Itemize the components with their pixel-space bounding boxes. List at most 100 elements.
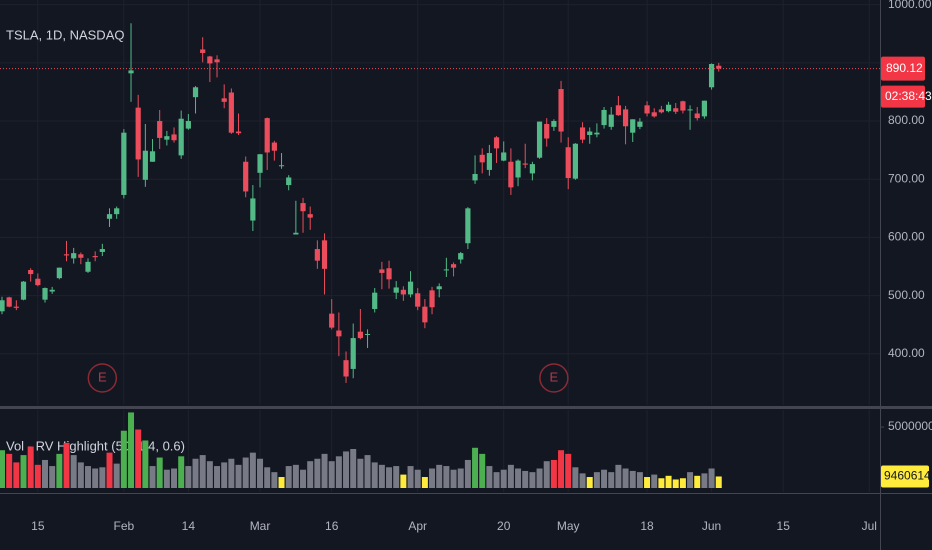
volume-bar	[687, 472, 694, 488]
volume-bar	[235, 464, 242, 488]
candle-body	[579, 127, 586, 140]
candle-body	[264, 118, 270, 153]
earnings-label: E	[550, 369, 559, 384]
y-tick-label: 500.00	[888, 288, 925, 302]
volume-bar	[651, 474, 658, 488]
volume-bar	[608, 472, 615, 488]
volume-bar	[307, 461, 314, 488]
volume-bar	[242, 457, 249, 488]
volume-bar	[128, 412, 135, 488]
volume-bar	[593, 472, 600, 488]
candle-body	[99, 249, 105, 252]
volume-bar	[464, 459, 471, 488]
volume-bar	[271, 472, 278, 488]
volume-bar	[214, 466, 221, 488]
volume-bar	[34, 464, 41, 488]
candle-body	[465, 208, 471, 244]
volume-bar	[414, 469, 421, 488]
x-tick-label: 15	[31, 519, 45, 533]
x-tick-label: 20	[497, 519, 511, 533]
volume-bar	[120, 430, 127, 488]
candle-body	[615, 105, 621, 116]
volume-bar	[472, 447, 479, 488]
candle-body	[307, 214, 313, 218]
candle-body	[63, 254, 70, 256]
volume-bar	[601, 469, 608, 488]
volume-bar	[63, 442, 70, 488]
candle-body	[350, 338, 356, 369]
candle-body	[493, 137, 500, 149]
volume-bar	[314, 458, 321, 488]
volume-bar	[199, 455, 206, 488]
candle-body	[716, 65, 722, 69]
candle-body	[214, 59, 220, 63]
candle-body	[472, 173, 478, 181]
volume-bar	[156, 457, 163, 488]
candle-body	[92, 256, 98, 258]
candle-body	[551, 121, 557, 127]
volume-bar	[386, 467, 393, 488]
x-tick-label: Feb	[114, 519, 135, 533]
candle-body	[42, 288, 48, 300]
candle-body	[544, 123, 550, 139]
volume-bar	[629, 470, 636, 488]
volume-label: 9460614	[884, 469, 931, 483]
volume-bar	[264, 467, 271, 488]
candle-body	[0, 300, 5, 312]
candle-body	[622, 109, 629, 127]
price-label-box	[881, 56, 925, 81]
x-tick-label: Apr	[408, 519, 427, 533]
volume-bar	[49, 466, 56, 488]
volume-bar	[56, 453, 63, 488]
volume-bar	[658, 478, 665, 488]
candle-body	[630, 119, 636, 133]
candle-body	[680, 101, 686, 111]
volume-bar	[328, 461, 335, 488]
volume-bar	[507, 464, 514, 488]
volume-bar	[708, 468, 715, 488]
candle-body	[529, 164, 535, 174]
candle-body	[701, 100, 708, 117]
volume-bar	[278, 477, 285, 488]
volume-bar	[0, 450, 6, 488]
candle-body	[343, 360, 349, 377]
volume-bar	[644, 477, 651, 488]
candle-body	[185, 121, 191, 129]
volume-bar	[13, 462, 20, 488]
volume-bar	[85, 466, 92, 488]
candle-body	[479, 154, 485, 163]
candle-body	[106, 214, 113, 219]
candle-body	[13, 306, 19, 308]
x-tick-label: Jun	[702, 519, 721, 533]
candle-body	[443, 269, 449, 271]
volume-bar	[192, 458, 199, 488]
volume-bar	[249, 452, 256, 488]
candle-body	[243, 161, 249, 192]
candle-body	[250, 198, 256, 221]
candle-body	[429, 290, 435, 308]
candle-body	[271, 142, 277, 151]
x-tick-label: May	[557, 519, 580, 533]
candle-body	[651, 112, 657, 117]
candle-body	[572, 143, 578, 179]
volume-bar	[221, 462, 228, 488]
x-tick-label: 18	[640, 519, 654, 533]
candle-body	[85, 261, 91, 272]
volume-bar	[615, 464, 622, 488]
volume-bar	[321, 453, 328, 488]
volume-bar	[99, 467, 106, 488]
candle-body	[608, 114, 614, 127]
candle-body	[329, 313, 335, 328]
candle-body	[687, 109, 693, 111]
y-tick-label: 50000000	[888, 419, 932, 433]
candle-body	[257, 154, 263, 173]
candle-body	[364, 334, 371, 336]
volume-bar	[357, 458, 364, 488]
candle-body	[601, 109, 607, 126]
volume-bar	[92, 468, 99, 488]
candle-body	[278, 165, 285, 167]
volume-bar	[715, 476, 722, 488]
volume-bar	[364, 455, 371, 488]
